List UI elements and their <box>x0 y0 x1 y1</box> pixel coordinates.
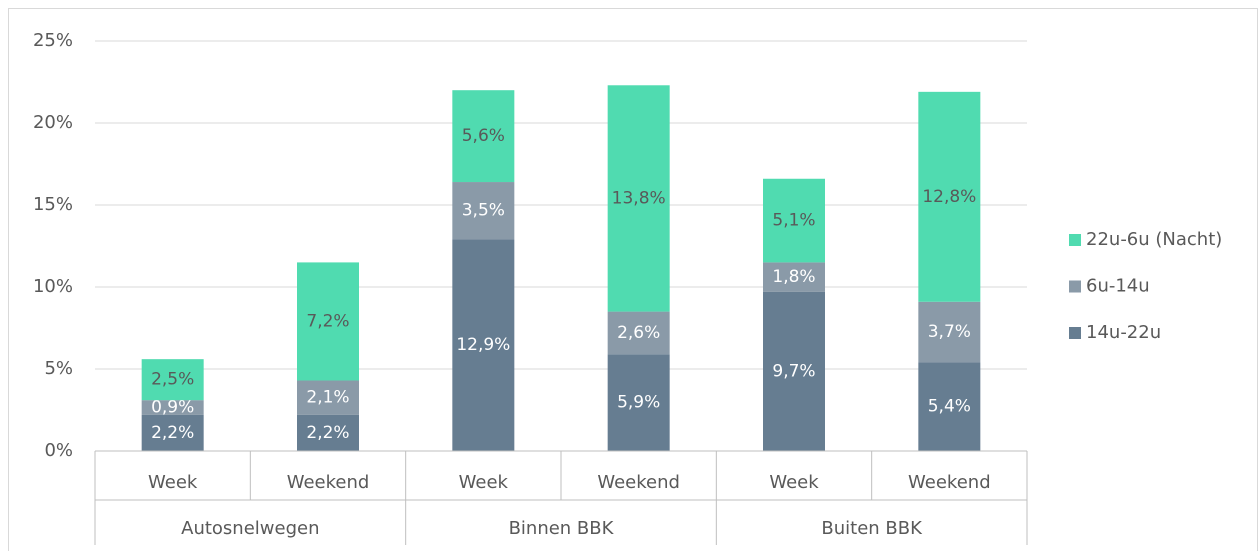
y-tick-label: 20% <box>33 112 73 133</box>
x-tick-label: Weekend <box>597 472 680 493</box>
y-tick-label: 5% <box>44 358 73 379</box>
value-label: 12,8% <box>922 187 976 207</box>
bar-segment <box>918 362 981 451</box>
bar-segment <box>452 239 515 451</box>
bar-segment <box>452 182 515 240</box>
bar-segment <box>763 262 825 292</box>
value-label: 12,9% <box>456 335 510 355</box>
bar-segment <box>141 400 204 415</box>
value-label: 0,9% <box>151 398 194 418</box>
x-tick-label: Week <box>459 472 509 493</box>
bar-segment <box>141 414 204 451</box>
value-label: 2,6% <box>617 323 660 343</box>
value-label: 2,2% <box>151 423 194 443</box>
value-label: 1,8% <box>772 267 815 287</box>
value-label: 2,5% <box>151 370 194 390</box>
bar-segment <box>607 311 670 355</box>
bar-segment <box>141 359 204 401</box>
bar-segment <box>297 414 359 451</box>
value-label: 3,5% <box>462 201 505 221</box>
value-label: 5,1% <box>772 211 815 231</box>
y-tick-label: 25% <box>33 30 73 51</box>
value-label: 2,1% <box>306 388 349 408</box>
value-label: 13,8% <box>612 188 666 208</box>
bar-segment <box>918 91 981 302</box>
value-label: 5,4% <box>928 397 971 417</box>
legend-swatch <box>1069 234 1081 246</box>
group-label: Autosnelwegen <box>181 518 319 539</box>
y-tick-label: 10% <box>33 276 73 297</box>
legend-label: 6u-14u <box>1086 276 1150 297</box>
y-tick-label: 15% <box>33 194 73 215</box>
legend-swatch <box>1069 280 1081 293</box>
bar-segment <box>763 178 825 263</box>
x-tick-label: Week <box>148 472 198 493</box>
x-tick-label: Weekend <box>287 472 370 493</box>
value-label: 3,7% <box>928 322 971 342</box>
bar-segment <box>452 90 515 183</box>
legend-label: 22u-6u (Nacht) <box>1086 229 1222 250</box>
bar-segment <box>297 380 359 415</box>
bar-segment <box>763 291 825 451</box>
value-label: 9,7% <box>772 361 815 381</box>
legend-swatch <box>1069 327 1081 339</box>
x-tick-label: Week <box>769 472 819 493</box>
value-label: 5,9% <box>617 393 660 413</box>
bar-segment <box>918 301 981 363</box>
value-label: 5,6% <box>462 126 505 146</box>
bar-segment <box>297 262 359 381</box>
chart-border <box>8 8 1258 555</box>
y-tick-label: 0% <box>44 440 73 461</box>
value-label: 7,2% <box>306 311 349 331</box>
value-label: 2,2% <box>306 423 349 443</box>
group-label: Binnen BBK <box>509 518 615 539</box>
x-tick-label: Weekend <box>908 472 991 493</box>
bar-segment <box>607 354 670 451</box>
legend-label: 14u-22u <box>1086 322 1161 343</box>
group-label: Buiten BBK <box>821 518 923 539</box>
bar-segment <box>607 85 670 312</box>
